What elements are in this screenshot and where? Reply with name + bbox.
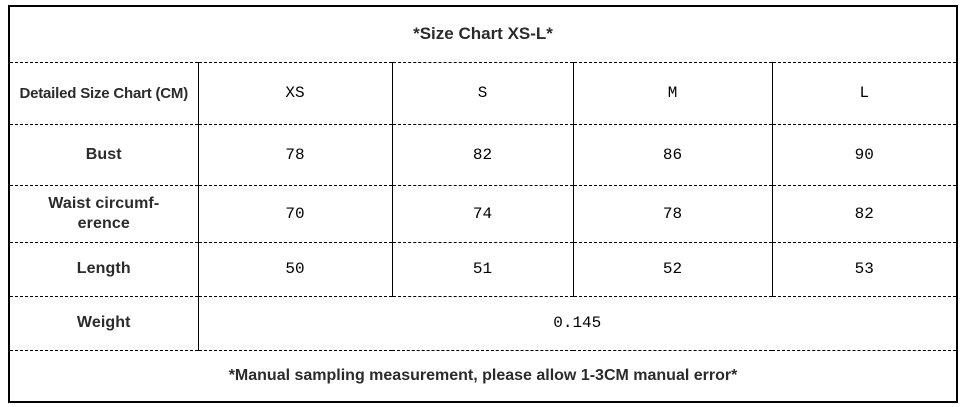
header-size-s: S bbox=[391, 61, 573, 124]
row-label-bust: Bust bbox=[9, 123, 198, 185]
weight-value: 0.145 bbox=[197, 295, 958, 350]
footnote-text: *Manual sampling measurement, please all… bbox=[9, 349, 958, 402]
table-row-bust: Bust 78 82 86 90 bbox=[9, 123, 958, 185]
header-label-cell: Detailed Size Chart (CM) bbox=[9, 61, 198, 124]
table-row-waist: Waist circumf- erence 70 74 78 82 bbox=[9, 184, 958, 242]
header-size-l: L bbox=[771, 61, 958, 124]
header-size-xs: XS bbox=[197, 61, 392, 124]
table-row-weight: Weight 0.145 bbox=[9, 295, 958, 350]
waist-value-xs: 70 bbox=[197, 184, 392, 242]
footnote-row: *Manual sampling measurement, please all… bbox=[9, 349, 958, 402]
table-row-length: Length 50 51 52 53 bbox=[9, 241, 958, 296]
bust-value-m: 86 bbox=[572, 123, 772, 185]
chart-title: *Size Chart XS-L* bbox=[413, 24, 553, 44]
length-value-s: 51 bbox=[391, 241, 573, 296]
bust-value-xs: 78 bbox=[197, 123, 392, 185]
waist-value-s: 74 bbox=[391, 184, 573, 242]
row-label-length: Length bbox=[9, 241, 198, 296]
row-label-weight: Weight bbox=[9, 295, 198, 350]
length-value-l: 53 bbox=[771, 241, 958, 296]
title-row: *Size Chart XS-L* bbox=[9, 6, 957, 62]
size-chart-table: *Size Chart XS-L* Detailed Size Chart (C… bbox=[8, 5, 959, 403]
waist-value-m: 78 bbox=[572, 184, 772, 242]
header-size-m: M bbox=[572, 61, 772, 124]
length-value-xs: 50 bbox=[197, 241, 392, 296]
waist-value-l: 82 bbox=[771, 184, 958, 242]
length-value-m: 52 bbox=[572, 241, 772, 296]
row-label-waist: Waist circumf- erence bbox=[9, 184, 198, 242]
header-row: Detailed Size Chart (CM) XS S M L bbox=[9, 61, 958, 124]
bust-value-s: 82 bbox=[391, 123, 573, 185]
bust-value-l: 90 bbox=[771, 123, 958, 185]
